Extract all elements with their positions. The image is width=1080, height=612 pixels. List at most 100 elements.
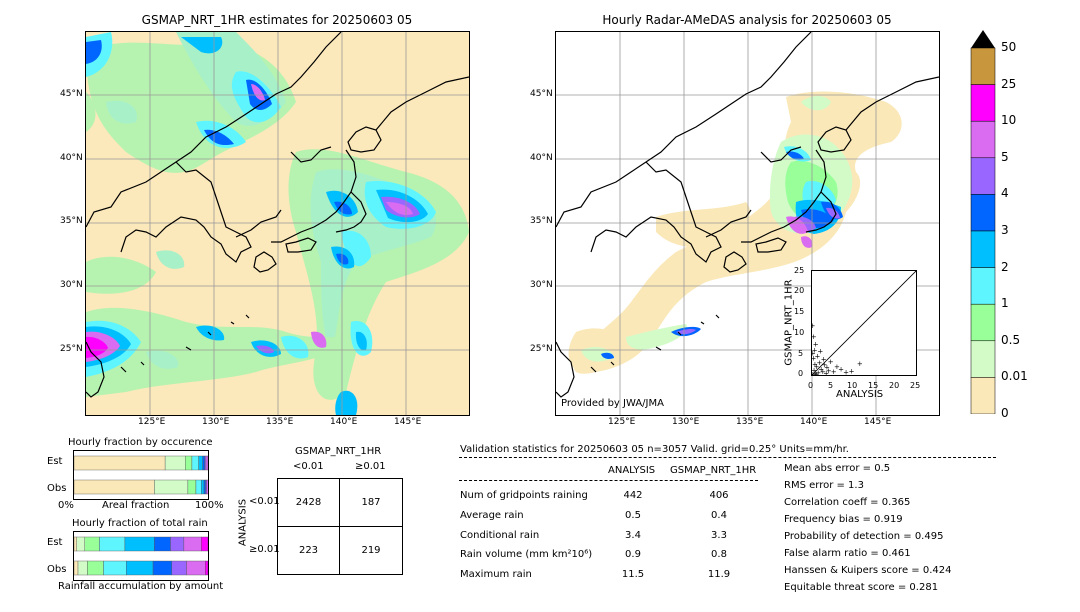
total-bar-est-segment [73,536,77,552]
left-lat-label: 40°N [60,153,83,163]
right-coastline [556,32,939,398]
total-bar-est-segment [170,536,185,552]
right-lat-label: 40°N [530,153,553,163]
total-plot [73,531,209,581]
scatter-point: + [817,359,823,367]
scatter-point: + [826,367,832,375]
occurrence-axis-mid: Areal fraction [102,500,170,511]
left-map-grid [86,32,469,415]
colorbar-segment [970,120,996,159]
occurrence-bar-obs-segment [203,479,206,495]
occurrence-plot [73,450,210,500]
validation-row-analysis: 0.9 [625,549,641,560]
contingency-row-label: ≥0.01 [249,544,280,555]
right-lon-label: 140°E [800,417,828,427]
validation-row-gsmap: 0.4 [711,510,727,521]
left-lat-label: 35°N [60,216,83,226]
occurrence-bar-est-segment [205,455,209,471]
validation-row-gsmap: 0.8 [711,549,727,560]
total-bar-est-segment [99,536,126,552]
colorbar-segment [970,230,996,268]
total-bar-est-segment [183,536,202,552]
colorbar-tick-label: 0.5 [1001,332,1021,347]
scatter-point: + [828,358,834,366]
occurrence-bars [73,455,210,495]
colorbar-tick-label: 0.01 [1001,369,1028,384]
right-lat-label: 45°N [530,89,553,99]
scatter-point: + [812,354,816,362]
colorbar-segment [970,267,996,305]
scatter-point: + [812,367,817,375]
occurrence-bar-obs-segment [154,479,189,495]
scatter-point: + [812,347,818,355]
scatter-x-tick: 0 [808,381,814,390]
validation-score: Equitable threat score = 0.281 [784,582,939,593]
occurrence-row-label-est: Est [47,456,63,467]
scatter-x-tick: 5 [828,381,834,390]
validation-row-analysis: 442 [623,490,643,501]
contingency-row-label: <0.01 [249,496,280,507]
scatter-x-tick: 25 [910,381,921,390]
total-bar-est-segment [84,536,100,552]
occurrence-bar-est-segment [198,455,203,471]
scatter-point: + [815,369,821,375]
scatter-point: + [812,360,818,368]
occurrence-axis-left: 0% [58,500,74,511]
total-bar-obs-segment [87,560,104,576]
scatter-point: + [843,369,849,375]
scatter-point: + [812,322,815,330]
left-map-graphic [86,32,469,415]
scatter-point: + [831,368,837,375]
occurrence-title: Hourly fraction by occurence [68,437,213,448]
colorbar-tick-label: 4 [1001,186,1009,201]
occurrence-bar-est-segment [191,455,199,471]
total-row-label-est: Est [47,537,63,548]
right-map-panel: ++++++++++++++++++++++++++++++ Provided … [555,31,940,416]
validation-row-analysis: 3.4 [625,530,641,541]
total-bar-est-segment [201,536,209,552]
occurrence-bar-obs-segment [201,479,205,495]
total-bar-est-segment [76,536,85,552]
validation-score: Probability of detection = 0.495 [784,531,944,542]
validation-row-gsmap: 406 [709,490,729,501]
scatter-point: + [813,340,819,348]
colorbar-graphic [970,30,996,415]
validation-row-gsmap: 11.9 [707,569,731,580]
total-footer: Rainfall accumulation by amount [58,581,224,592]
total-bar-obs-segment [152,560,173,576]
validation-col-gsmap: GSMAP_NRT_1HR [670,465,757,476]
total-bars [73,536,209,576]
scatter-point: + [817,347,823,355]
occurrence-bar-obs-segment [187,479,197,495]
scatter-x-tick: 20 [889,381,900,390]
validation-row-label: Rain volume (mm km²10⁶) [460,549,593,560]
colorbar-tick-label: 10 [1001,113,1017,128]
scatter-y-tick: 15 [794,307,805,316]
scatter-point: + [821,355,827,363]
scatter-point: + [812,370,816,375]
scatter-x-tick: 15 [868,381,879,390]
occurrence-bar-obs-segment [195,479,202,495]
left-lat-label: 45°N [60,89,83,99]
left-map-panel [85,31,470,416]
colorbar-tick-label: 25 [1001,76,1017,91]
occurrence-bar-obs-segment [73,479,155,495]
scatter-point: + [818,366,824,374]
scatter-point: + [849,367,855,375]
contingency-divider-h [278,526,402,527]
total-bar-obs-segment [186,560,206,576]
validation-score: Correlation coeff = 0.365 [784,497,911,508]
occurrence-axis-right: 100% [195,500,224,511]
scatter-y-tick: 0 [798,369,804,378]
occurrence-bar-est-segment [202,455,205,471]
scatter-point: + [812,333,817,341]
scatter-point: + [813,371,819,375]
scatter-point: + [822,361,828,369]
colorbar-tick-label: 1 [1001,296,1009,311]
right-lon-label: 135°E [736,417,764,427]
total-bar-est-segment [124,536,155,552]
total-bar-obs-segment [73,560,79,576]
contingency-cell: 219 [361,545,381,556]
scatter-inset: ++++++++++++++++++++++++++++++ [809,270,917,379]
scatter-ylabel: GSMAP_NRT_1HR [783,279,795,366]
